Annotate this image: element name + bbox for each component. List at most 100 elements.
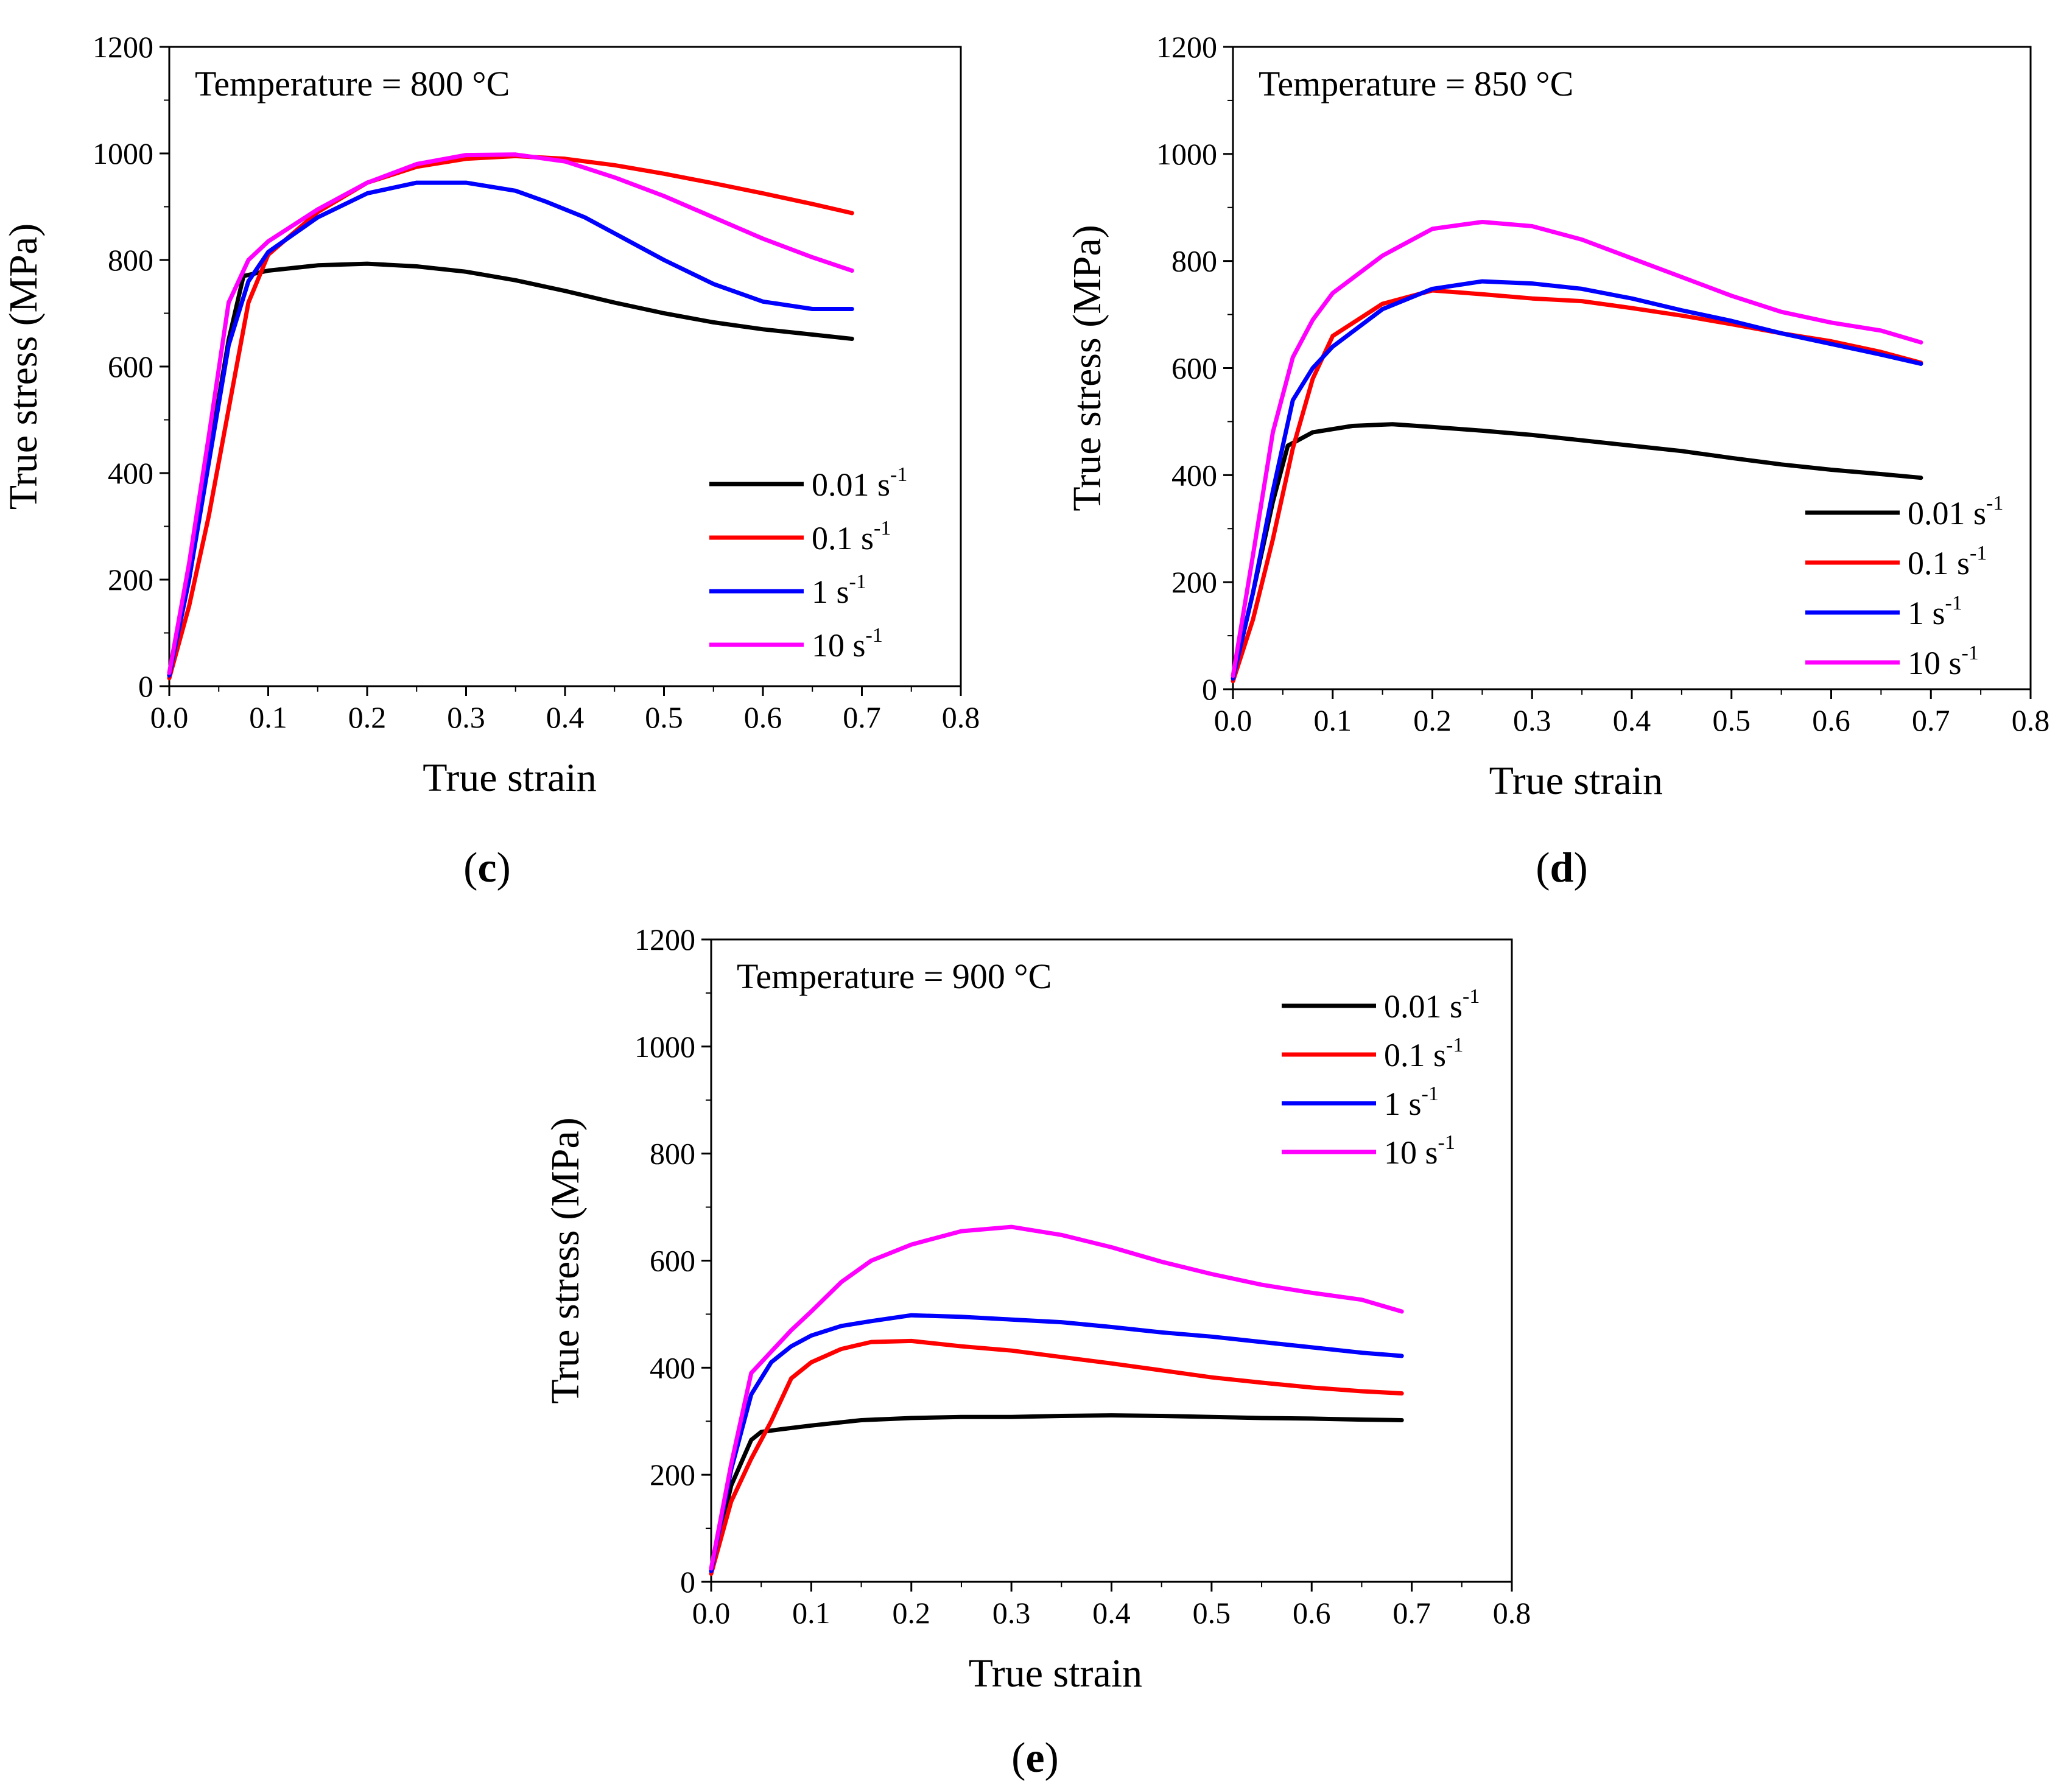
series-line-c-2 [167,180,854,678]
legend-label: 1 s-1 [1908,592,1962,631]
y-tick-label: 400 [1171,458,1217,492]
series-line-d-0 [1231,422,1923,681]
series-line-e-1 [709,1338,1404,1576]
legend-entry-superscript: -1 [1986,492,2003,514]
x-tick-label: 0.2 [893,1596,931,1630]
series-line-e-3 [709,1224,1404,1571]
legend-entry-superscript: -1 [1422,1083,1439,1105]
x-tick-label: 0.5 [645,700,683,734]
y-axis-title: True stress (MPa) [1,223,46,510]
y-axis-title: True stress (MPa) [1065,225,1109,511]
x-tick-label: 0.2 [348,700,387,734]
y-tick-label: 0 [680,1565,695,1599]
legend-entry-superscript: -1 [1463,985,1480,1008]
legend-label: 1 s-1 [1384,1083,1439,1122]
y-axis-title: True stress (MPa) [543,1117,588,1404]
series-line-d-2 [1231,279,1923,681]
x-tick-label: 0.3 [992,1596,1031,1630]
y-tick-label: 1200 [93,30,153,64]
legend-entry-name: 0.1 s [812,520,874,556]
x-tick-label: 0.2 [1413,703,1452,737]
legend-entry-name: 0.01 s [812,466,890,503]
legend-entry-name: 1 s [812,574,849,610]
legend-entry-superscript: -1 [1962,642,1979,664]
legend-label: 1 s-1 [812,571,866,610]
y-tick-label: 0 [1202,672,1217,706]
x-tick-label: 0.4 [1613,703,1651,737]
y-tick-label: 200 [108,563,153,597]
x-tick-label: 0.3 [447,700,485,734]
x-tick-label: 0.5 [1713,703,1751,737]
x-tick-label: 0.6 [1812,703,1850,737]
x-tick-label: 0.1 [249,700,287,734]
legend-entry-name: 0.01 s [1908,495,1986,532]
x-tick-label: 0.8 [942,700,980,734]
chart-panel-e: (e) 0.0 0.1 0.2 0.3 0.4 0.5 0.6 0.7 0.8 0 200 400 60… [543,922,1531,1782]
x-tick-label: 0.6 [744,700,782,734]
y-tick-label: 1000 [93,136,153,170]
legend-entry-superscript: -1 [1446,1034,1463,1056]
x-tick-label: 0.8 [2012,703,2050,737]
x-tick-label: 0.7 [1392,1596,1431,1630]
y-tick-label: 400 [650,1350,695,1385]
legend-entry-name: 0.01 s [1384,988,1463,1025]
legend-entry-superscript: -1 [866,624,883,647]
legend-label: 0.01 s-1 [1384,985,1480,1025]
temperature-annotation: Temperature = 900 °C [737,957,1052,996]
y-tick-label: 800 [108,243,153,277]
y-tick-label: 600 [1171,351,1217,385]
y-tick-label: 200 [650,1458,695,1492]
legend-entry-superscript: -1 [1970,542,1987,564]
series-line-d-3 [1231,220,1923,678]
x-tick-label: 0.4 [546,700,585,734]
x-tick-label: 0.6 [1293,1596,1331,1630]
legend-label: 0.1 s-1 [812,517,891,556]
x-tick-label: 0.3 [1513,703,1551,737]
legend-entry-name: 10 s [812,627,866,664]
legend-label: 10 s-1 [1384,1131,1455,1171]
legend-label: 0.1 s-1 [1384,1034,1463,1073]
panel-label-c: (c) [463,844,511,891]
legend-label: 10 s-1 [812,624,883,664]
x-tick-label: 0.1 [1314,703,1352,737]
legend-label: 0.1 s-1 [1908,542,1987,581]
x-axis-title: True strain [423,756,596,800]
x-tick-label: 0.1 [792,1596,831,1630]
panel-label-d: (d) [1536,844,1588,891]
y-tick-label: 200 [1171,565,1217,599]
y-tick-label: 600 [108,349,153,384]
legend-entry-name: 1 s [1908,595,1945,631]
series-line-c-3 [167,152,854,675]
x-axis-title: True strain [969,1651,1142,1696]
legend-label: 0.01 s-1 [812,463,907,503]
y-tick-label: 0 [138,669,153,703]
x-tick-label: 0.7 [1912,703,1950,737]
series-line-e-0 [709,1413,1404,1573]
x-tick-label: 0.8 [1493,1596,1531,1630]
legend-entry-superscript: -1 [1945,592,1962,614]
y-tick-label: 600 [650,1244,695,1278]
legend-entry-name: 0.1 s [1908,545,1970,581]
x-tick-label: 0.5 [1193,1596,1231,1630]
y-tick-label: 400 [108,456,153,490]
legend-entry-name: 10 s [1384,1134,1438,1171]
x-tick-label: 0.0 [1214,703,1252,737]
legend-entry-superscript: -1 [874,517,891,539]
legend-entry-name: 10 s [1908,645,1962,681]
y-tick-label: 1200 [634,922,695,957]
x-tick-label: 0.4 [1092,1596,1131,1630]
x-tick-label: 0.0 [692,1596,731,1630]
y-tick-label: 1000 [1156,137,1217,171]
legend-entry-superscript: -1 [849,571,866,593]
series-line-e-2 [709,1313,1404,1573]
legend-entry-name: 1 s [1384,1086,1422,1122]
chart-panel-d: (d) 0.0 0.1 0.2 0.3 0.4 0.5 0.6 0.7 0.8 0 200 400 60… [1065,30,2049,891]
x-tick-label: 0.7 [843,700,881,734]
legend-entry-superscript: -1 [1438,1131,1455,1154]
temperature-annotation: Temperature = 800 °C [195,64,510,104]
chart-panel-c: (c) 0.0 0.1 0.2 0.3 0.4 0.5 0.6 0.7 0.8 0 200 400 60… [1,30,980,891]
legend-label: 0.01 s-1 [1908,492,2003,532]
legend-entry-name: 0.1 s [1384,1037,1446,1073]
y-tick-label: 800 [650,1137,695,1171]
